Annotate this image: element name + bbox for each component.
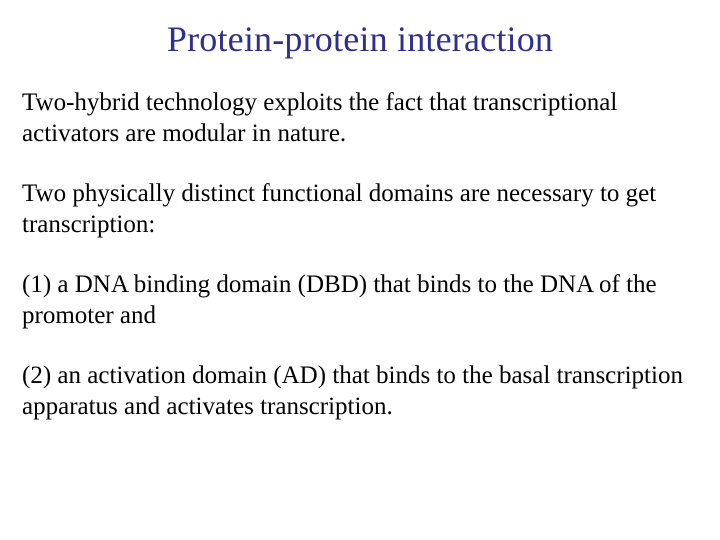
paragraph-3: (1) a DNA binding domain (DBD) that bind… [22, 270, 698, 331]
paragraph-1: Two-hybrid technology exploits the fact … [22, 88, 698, 149]
slide: Protein-protein interaction Two-hybrid t… [0, 0, 720, 540]
paragraph-2: Two physically distinct functional domai… [22, 179, 698, 240]
paragraph-4: (2) an activation domain (AD) that binds… [22, 361, 698, 422]
slide-title: Protein-protein interaction [22, 18, 698, 60]
